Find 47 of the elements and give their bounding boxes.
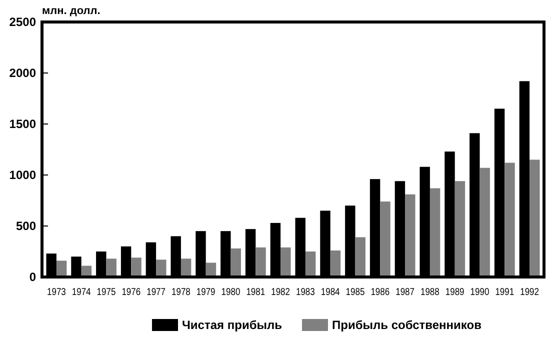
x-tick-label: 1977 [146, 286, 166, 298]
bar [480, 168, 490, 277]
bar [380, 202, 390, 277]
x-tick-label: 1978 [172, 286, 190, 298]
y-tick-label: 1500 [9, 117, 36, 131]
x-tick-label: 1984 [320, 286, 340, 298]
bar [330, 250, 341, 277]
x-tick-label: 1985 [346, 286, 365, 298]
bar [355, 237, 366, 277]
y-tick-label: 0 [29, 270, 36, 284]
bar [256, 247, 266, 277]
x-tick-label: 1979 [196, 286, 216, 298]
x-tick-label: 1973 [47, 286, 66, 298]
x-tick-label: 1990 [470, 286, 490, 298]
bar [156, 260, 166, 277]
x-tick-label: 1988 [420, 286, 440, 298]
bar [530, 160, 540, 277]
bar [430, 188, 440, 277]
y-tick-label: 2500 [9, 15, 36, 29]
x-tick-label: 1991 [495, 286, 514, 298]
bar [454, 181, 466, 277]
x-tick-label: 1974 [72, 286, 91, 298]
bar [131, 258, 142, 277]
legend-label: Прибыль собственников [332, 318, 482, 332]
x-tick-label: 1992 [520, 286, 539, 298]
bar [405, 194, 416, 277]
bar [180, 258, 192, 277]
x-tick-label: 1975 [96, 286, 116, 298]
bar [56, 260, 67, 277]
bar [305, 252, 316, 277]
x-tick-label: 1987 [396, 286, 414, 298]
x-tick-label: 1989 [445, 286, 464, 298]
y-axis-title: млн. долл. [42, 5, 100, 17]
bar [504, 162, 515, 277]
x-tick-label: 1982 [271, 286, 290, 298]
y-tick-label: 2000 [9, 66, 36, 80]
x-tick-label: 1983 [296, 286, 315, 298]
y-tick-label: 1000 [9, 168, 36, 182]
x-tick-label: 1981 [246, 286, 266, 298]
y-tick-label: 500 [16, 219, 36, 233]
bar [106, 258, 116, 277]
bar [230, 248, 241, 277]
bar [280, 247, 291, 277]
x-tick-label: 1986 [370, 286, 390, 298]
x-tick-label: 1980 [221, 286, 240, 298]
legend-label: Чистая прибыль [182, 318, 282, 332]
x-tick-label: 1976 [122, 286, 141, 298]
